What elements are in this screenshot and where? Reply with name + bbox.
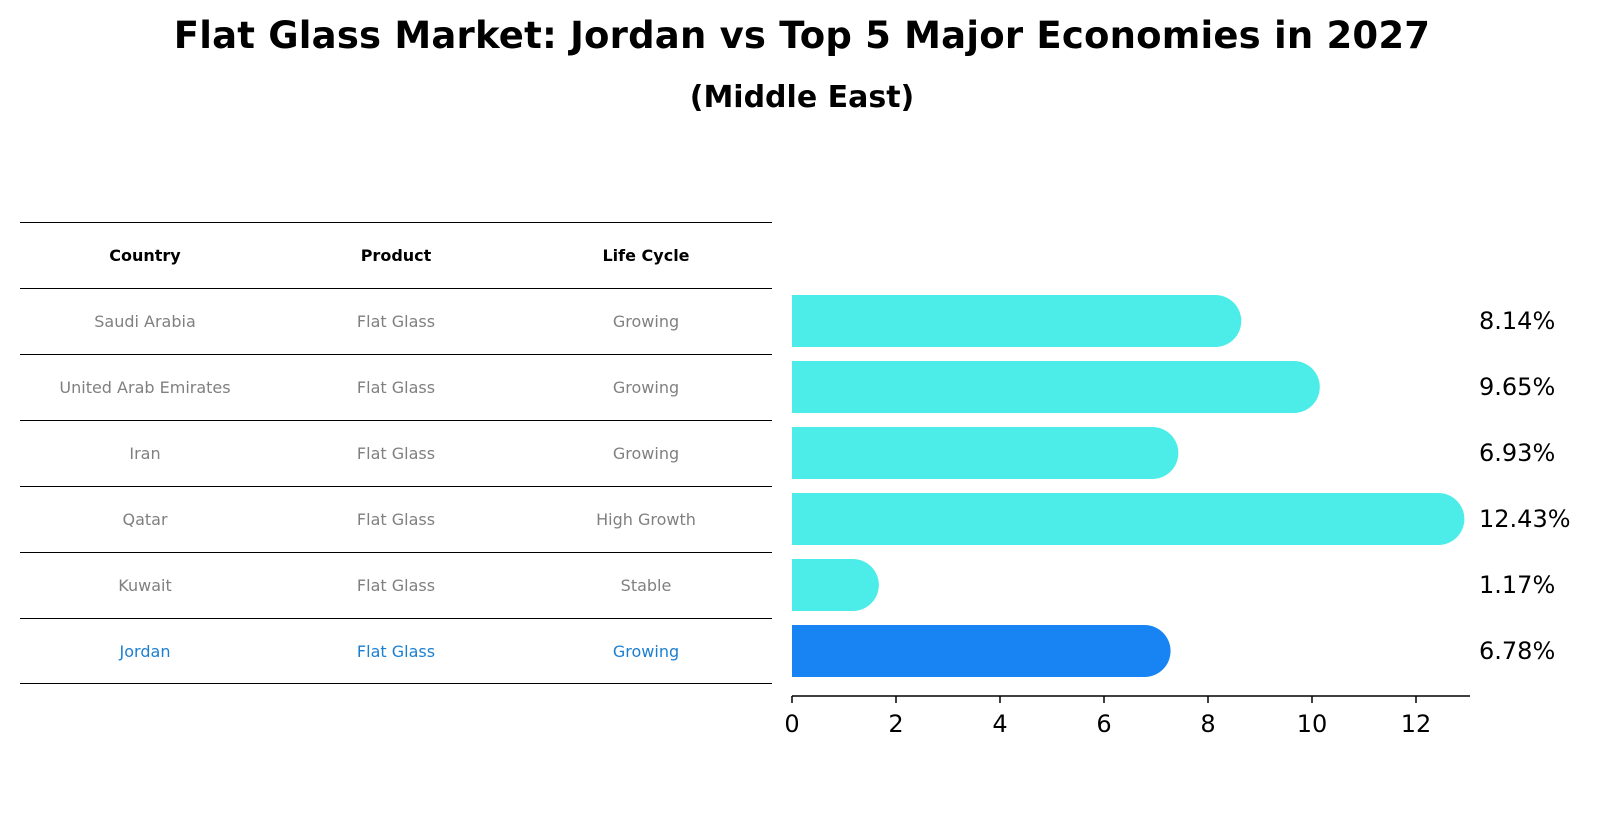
bar-qatar: [792, 493, 1465, 545]
country-cell: Saudi Arabia: [94, 312, 196, 331]
value-label: 8.14%: [1479, 307, 1555, 335]
table-row: Iran Flat Glass Growing: [20, 420, 772, 486]
country-cell: Iran: [129, 444, 161, 463]
value-label: 1.17%: [1479, 571, 1555, 599]
life-cycle-cell: Stable: [620, 576, 672, 595]
life-cycle-cell: High Growth: [596, 510, 696, 529]
bar-jordan: [792, 625, 1171, 677]
life-cycle-cell: Growing: [612, 642, 680, 661]
table-row: United Arab Emirates Flat Glass Growing: [20, 354, 772, 420]
x-tick-label: 6: [1096, 710, 1111, 738]
table-row: Saudi Arabia Flat Glass Growing: [20, 288, 772, 354]
chart-subtitle: (Middle East): [689, 80, 915, 115]
life-cycle-cell: Growing: [612, 378, 680, 397]
header-country: Country: [109, 246, 181, 265]
country-cell: Jordan: [119, 642, 171, 661]
header-life-cycle: Life Cycle: [602, 246, 690, 265]
x-tick-label: 12: [1401, 710, 1432, 738]
chart-title: Flat Glass Market: Jordan vs Top 5 Major…: [173, 14, 1431, 57]
x-tick-label: 0: [784, 710, 799, 738]
product-cell: Flat Glass: [356, 642, 436, 661]
product-cell: Flat Glass: [356, 312, 436, 331]
life-cycle-cell: Growing: [612, 444, 680, 463]
x-tick-label: 2: [888, 710, 903, 738]
bar-united-arab-emirates: [792, 361, 1320, 413]
country-cell: Qatar: [122, 510, 168, 529]
country-cell: Kuwait: [118, 576, 172, 595]
x-tick-label: 4: [992, 710, 1007, 738]
table-row: Qatar Flat Glass High Growth: [20, 486, 772, 552]
x-tick-label: 10: [1297, 710, 1328, 738]
table-row-highlighted: Jordan Flat Glass Growing: [20, 618, 772, 684]
x-tick-label: 8: [1200, 710, 1215, 738]
product-cell: Flat Glass: [356, 378, 436, 397]
value-label: 9.65%: [1479, 373, 1555, 401]
table-row: Kuwait Flat Glass Stable: [20, 552, 772, 618]
value-label: 6.78%: [1479, 637, 1555, 665]
bar-saudi-arabia: [792, 295, 1242, 347]
life-cycle-cell: Growing: [612, 312, 680, 331]
product-cell: Flat Glass: [356, 576, 436, 595]
country-table: Country Product Life Cycle Saudi Arabia …: [20, 222, 772, 684]
product-cell: Flat Glass: [356, 510, 436, 529]
table-header-row: Country Product Life Cycle: [20, 222, 772, 288]
value-label: 6.93%: [1479, 439, 1555, 467]
value-label: 12.43%: [1479, 505, 1571, 533]
header-product: Product: [360, 246, 432, 265]
bar-iran: [792, 427, 1179, 479]
bar-kuwait: [792, 559, 879, 611]
product-cell: Flat Glass: [356, 444, 436, 463]
country-cell: United Arab Emirates: [59, 378, 231, 397]
